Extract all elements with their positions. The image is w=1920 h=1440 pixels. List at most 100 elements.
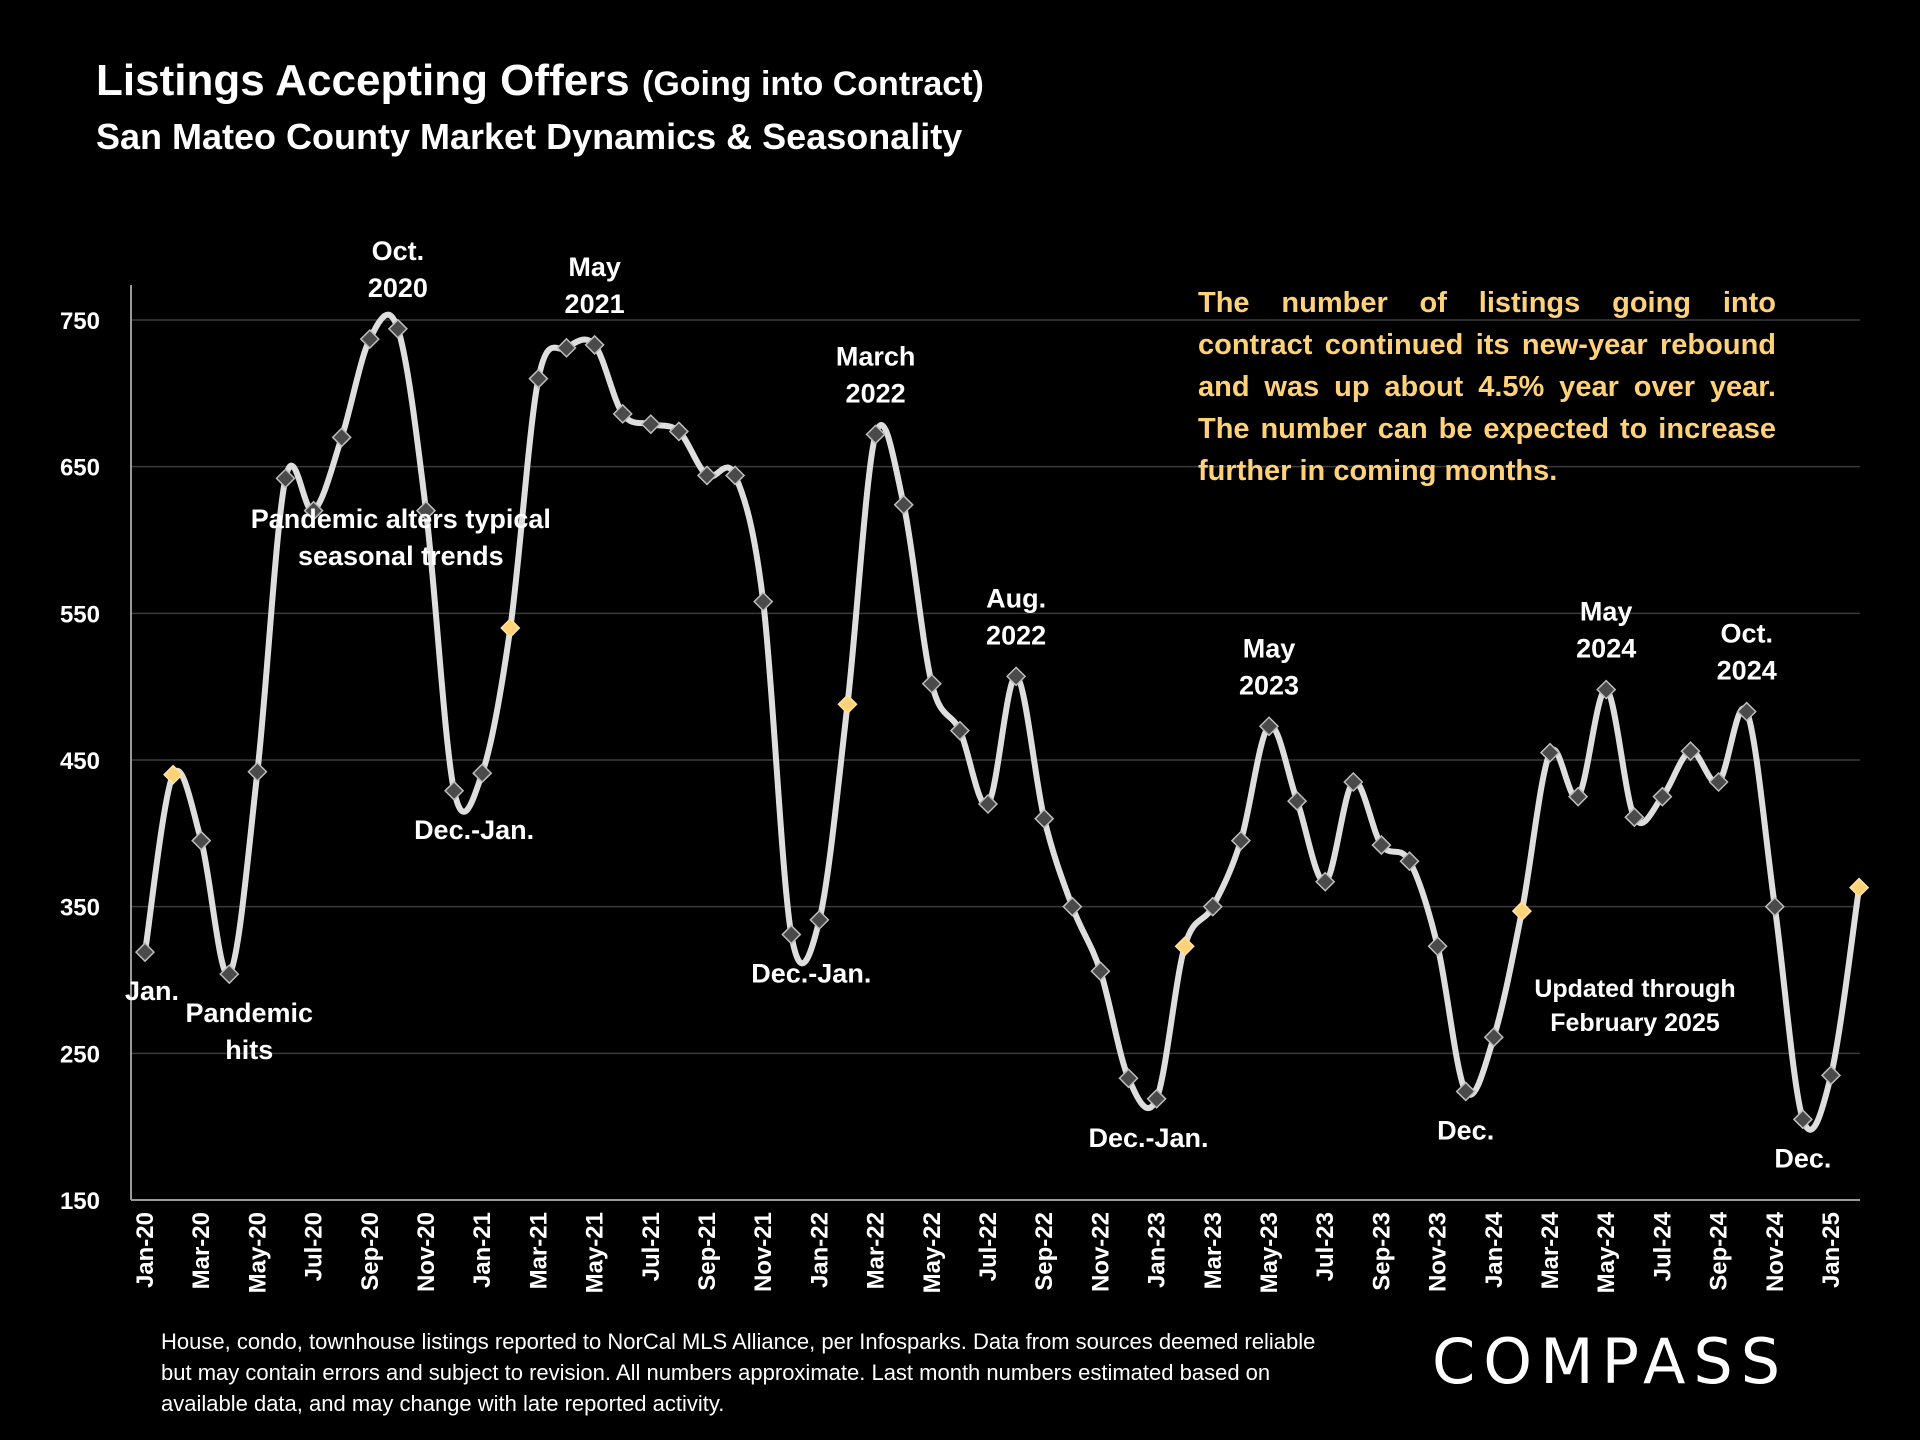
x-tick-label: Sep-23 xyxy=(1368,1212,1395,1291)
data-point xyxy=(1371,835,1392,856)
y-tick-label: 550 xyxy=(60,601,100,628)
data-point xyxy=(809,909,830,930)
data-point xyxy=(949,720,970,741)
annotation-line: Jan. xyxy=(125,976,179,1006)
data-point xyxy=(1455,1081,1476,1102)
annotation-jan-20: Jan. xyxy=(125,976,179,1006)
data-point xyxy=(1483,1027,1504,1048)
annotation-mar-22: March 2022 xyxy=(836,341,916,408)
annotations: Jan.Pandemic hits Oct. 2020 Dec.-Jan. Pandemi… xyxy=(125,236,1831,1174)
x-tick-label: Sep-21 xyxy=(694,1212,721,1291)
annotation-line: Oct. xyxy=(1720,619,1773,649)
chart-title: Listings Accepting Offers (Going into Co… xyxy=(96,56,984,106)
annotation-may-24: May 2024 xyxy=(1576,597,1636,664)
data-point xyxy=(1287,791,1308,812)
x-tick-label: Jul-22 xyxy=(975,1212,1002,1281)
source-footnote: House, condo, townhouse listings reporte… xyxy=(161,1329,1316,1416)
x-tick-label: Jan-20 xyxy=(132,1212,159,1288)
x-tick-label: Mar-21 xyxy=(525,1212,552,1289)
x-tick-label: Sep-22 xyxy=(1031,1212,1058,1291)
annotation-line: 2022 xyxy=(986,620,1046,650)
annotation-line: Dec. xyxy=(1437,1115,1494,1145)
data-point xyxy=(331,427,352,448)
x-tick-label: Mar-22 xyxy=(863,1212,890,1289)
data-point-highlight xyxy=(1511,901,1532,922)
annotation-line: Dec.-Jan. xyxy=(1088,1123,1208,1153)
x-tick-label: Jan-25 xyxy=(1818,1212,1845,1288)
data-point xyxy=(977,793,999,815)
data-point xyxy=(359,329,380,350)
data-point xyxy=(303,500,324,521)
annotation-sep-20: Pandemic alters typical seasonal trends xyxy=(251,504,551,571)
axes: 150 250 350 450 550 650 750 Jan-20 Mar-20 May-20 J… xyxy=(60,285,1860,1293)
data-point xyxy=(1539,742,1561,763)
x-tick-label: May-20 xyxy=(244,1212,271,1293)
callout-text: The number of listings going into contra… xyxy=(1198,287,1776,487)
annotation-dec-21: Dec.-Jan. xyxy=(751,959,871,989)
data-point xyxy=(1090,961,1111,982)
data-point xyxy=(1146,1088,1167,1109)
annotation-line: 2020 xyxy=(368,273,428,303)
data-point xyxy=(1062,896,1083,917)
data-point xyxy=(247,761,268,782)
x-tick-label: May-22 xyxy=(919,1212,946,1293)
data-point xyxy=(134,942,156,963)
y-tick-label: 650 xyxy=(60,455,100,482)
data-point xyxy=(1034,808,1055,829)
annotation-may-23: May 2023 xyxy=(1239,633,1299,700)
x-tick-label: Nov-23 xyxy=(1425,1212,1452,1292)
annotation-aug-22: Aug. 2022 xyxy=(986,583,1046,650)
data-point xyxy=(1427,936,1448,957)
data-point xyxy=(219,964,240,985)
data-point xyxy=(921,673,942,694)
annotation-line: Aug. xyxy=(986,583,1046,613)
annotation-line: May xyxy=(1580,597,1633,627)
x-tick-label: Jul-24 xyxy=(1649,1211,1676,1281)
data-point xyxy=(1006,666,1027,687)
updated-note-line2: February 2025 xyxy=(1550,1009,1720,1037)
x-tick-label: Mar-20 xyxy=(188,1212,215,1289)
annotation-line: Pandemic alters typical xyxy=(251,504,551,534)
annotation-line: 2021 xyxy=(565,289,625,319)
data-point xyxy=(415,500,437,521)
annotation-line: March xyxy=(836,341,916,371)
annotation-line: 2022 xyxy=(846,378,906,408)
data-point-highlight xyxy=(163,764,184,785)
annotation-dec-22: Dec.-Jan. xyxy=(1088,1123,1208,1153)
x-tick-label: May-21 xyxy=(582,1212,609,1293)
data-point xyxy=(556,337,577,358)
chart-subtitle: San Mateo County Market Dynamics & Seaso… xyxy=(96,116,963,157)
compass-logo: COMPASS xyxy=(1432,1325,1789,1398)
annotation-line: May xyxy=(568,252,621,282)
x-tick-label: Nov-21 xyxy=(750,1212,777,1292)
x-tick-label: Mar-23 xyxy=(1200,1212,1227,1289)
data-point-highlight xyxy=(837,694,858,715)
x-tick-label: Jul-21 xyxy=(638,1212,665,1281)
data-point xyxy=(444,780,465,801)
annotation-may-21: May 2021 xyxy=(565,252,625,319)
data-point xyxy=(387,318,408,339)
annotation-apr-20: Pandemic hits xyxy=(186,998,314,1065)
data-point xyxy=(865,424,886,445)
data-point xyxy=(1315,871,1336,892)
data-point-highlight xyxy=(500,617,521,639)
x-tick-label: Sep-20 xyxy=(357,1212,384,1291)
annotation-dec-24: Dec. xyxy=(1774,1143,1831,1173)
x-tick-label: Sep-24 xyxy=(1706,1211,1733,1290)
annotation-line: Oct. xyxy=(372,236,425,266)
data-point xyxy=(472,763,493,784)
chart-title-main: Listings Accepting Offers xyxy=(96,56,630,105)
data-point xyxy=(725,465,746,486)
annotation-line: May xyxy=(1243,633,1296,663)
annotation-line: 2024 xyxy=(1717,656,1777,686)
annotation-oct-20: Oct. 2020 xyxy=(368,236,428,303)
data-point xyxy=(1596,679,1617,700)
annotation-dec-23: Dec. xyxy=(1437,1115,1494,1145)
data-point xyxy=(1792,1109,1813,1130)
y-tick-label: 150 xyxy=(60,1188,100,1215)
annotation-line: Dec.-Jan. xyxy=(751,959,871,989)
annotation-dec-20: Dec.-Jan. xyxy=(414,815,534,845)
annotation-line: 2023 xyxy=(1239,670,1299,700)
data-point xyxy=(753,591,774,612)
data-point xyxy=(1258,716,1280,737)
